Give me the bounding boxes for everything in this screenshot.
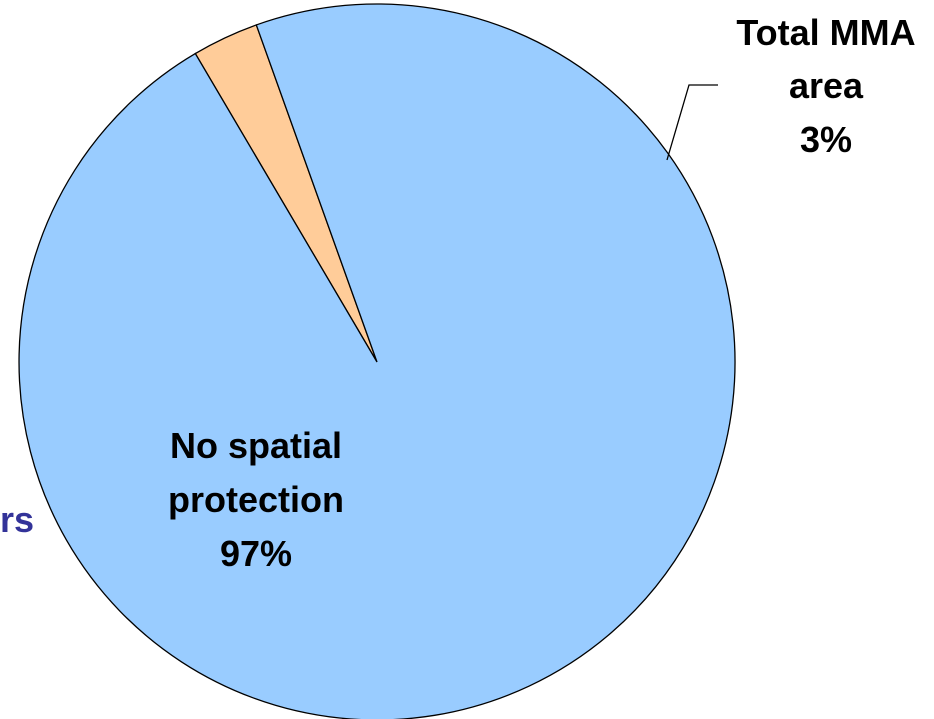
slice-value-total-mma: 3% — [800, 119, 852, 160]
clipped-text: rs — [0, 499, 34, 540]
leader-line-total-mma — [666, 84, 718, 161]
pie-slices — [18, 3, 736, 719]
slice-label-total-mma: Total MMA — [736, 12, 915, 53]
slice-label-no-spatial-line2: protection — [168, 479, 344, 520]
slice-value-no-spatial: 97% — [220, 533, 292, 574]
slice-label-no-spatial: No spatial — [170, 425, 342, 466]
clipped-text-fragment: rs — [0, 498, 34, 542]
slice-label-total-mma-line2: area — [789, 65, 864, 106]
pie-slice-no-spatial — [18, 3, 736, 719]
